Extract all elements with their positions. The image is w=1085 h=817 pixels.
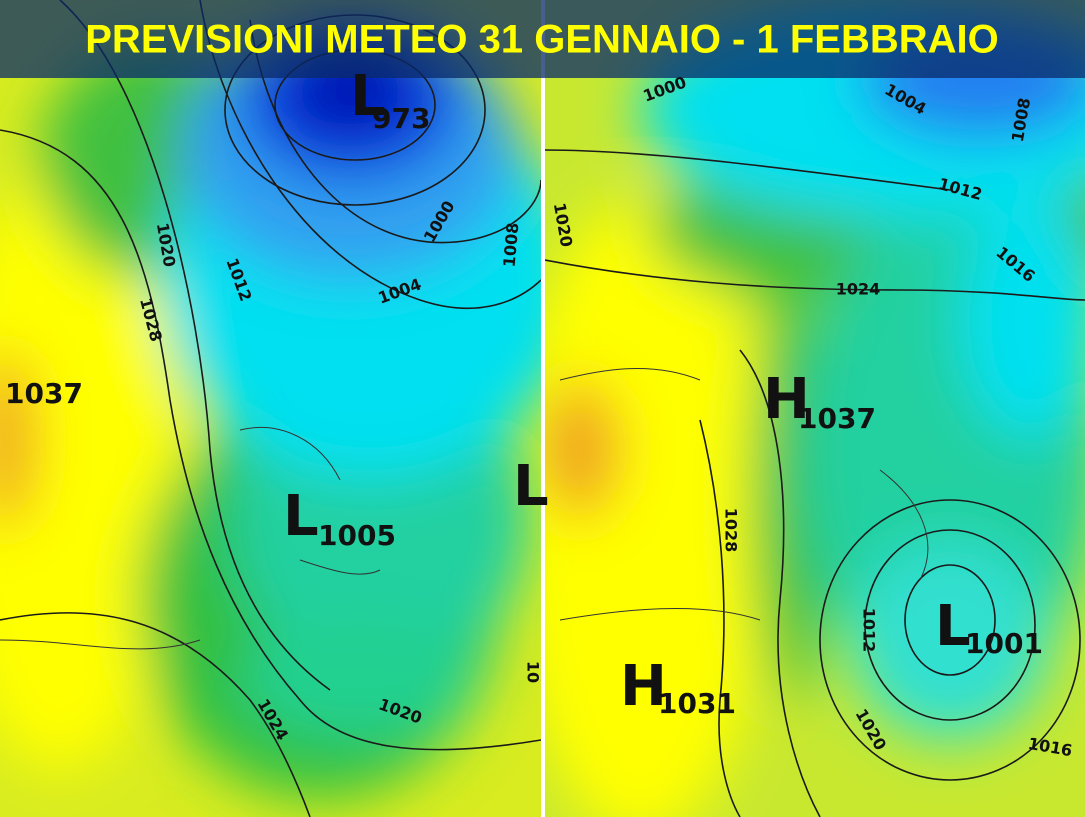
pressure-value: 1037 [5, 377, 83, 410]
pressure-value: 1031 [658, 687, 736, 720]
pressure-letter: L [283, 484, 319, 549]
title-band [0, 0, 1085, 78]
pressure-value: 973 [372, 102, 430, 135]
pressure-value: 1005 [318, 519, 396, 552]
pressure-letter: L [513, 454, 549, 519]
divider [541, 0, 545, 817]
isobar-label: 1008 [500, 222, 523, 268]
map-left [0, 0, 541, 817]
pressure-letter: H [620, 654, 667, 719]
pressure-letter: H [763, 367, 810, 432]
pressure-value: 1001 [965, 627, 1043, 660]
pressure-letter: L [935, 594, 971, 659]
pressure-letter: L [350, 64, 386, 129]
isobar-label: 1012 [860, 608, 879, 653]
title: PREVISIONI METEO 31 GENNAIO - 1 FEBBRAIO [85, 18, 998, 62]
pressure-value: 1037 [798, 402, 876, 435]
isobar-label: 1028 [722, 508, 741, 553]
isobar-label: 1024 [836, 280, 881, 299]
isobar-label: 10 [524, 661, 543, 683]
map-right [545, 0, 1085, 817]
